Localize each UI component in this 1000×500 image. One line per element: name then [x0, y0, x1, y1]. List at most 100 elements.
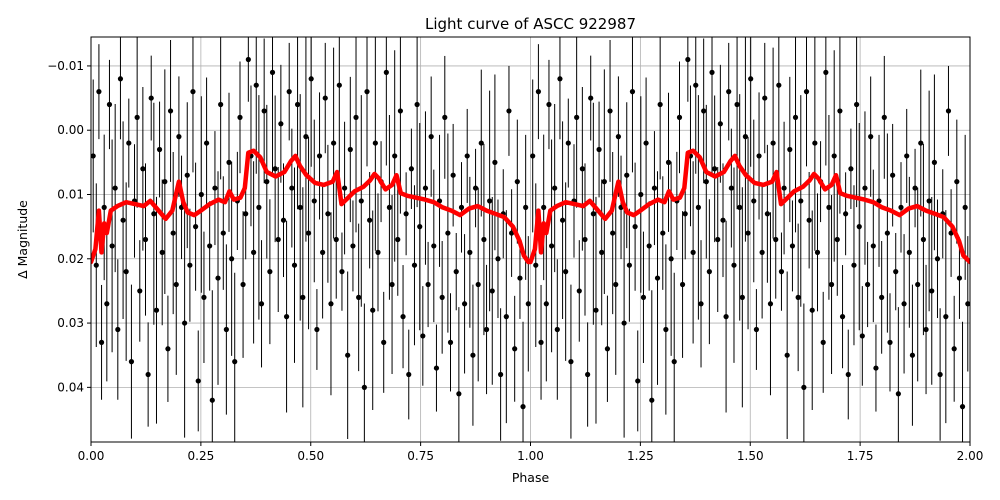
- data-point: [375, 249, 381, 255]
- data-point: [588, 95, 594, 101]
- data-point: [464, 153, 470, 159]
- data-point: [316, 153, 323, 159]
- data-point: [698, 301, 704, 307]
- data-point: [414, 101, 420, 108]
- data-point: [828, 281, 835, 288]
- data-point: [475, 281, 481, 288]
- data-point: [590, 211, 596, 217]
- data-point: [173, 281, 179, 288]
- data-point: [483, 326, 490, 333]
- data-point: [289, 185, 295, 191]
- y-tick-label: 0.00: [57, 123, 84, 137]
- data-point: [498, 371, 504, 378]
- data-point: [920, 236, 927, 243]
- data-point: [649, 397, 655, 403]
- data-point: [286, 89, 292, 95]
- data-point: [543, 301, 549, 307]
- data-point: [923, 326, 929, 333]
- data-point: [275, 236, 281, 243]
- y-tick-label: 0.01: [57, 188, 84, 202]
- data-point: [517, 275, 523, 281]
- data-point: [220, 230, 226, 236]
- data-point: [671, 359, 677, 365]
- data-point: [934, 256, 941, 262]
- data-point: [223, 326, 229, 333]
- data-point: [182, 320, 188, 326]
- data-point: [593, 307, 599, 313]
- data-point: [453, 269, 459, 275]
- data-point: [258, 301, 265, 307]
- data-point: [311, 198, 317, 204]
- data-point: [333, 236, 339, 243]
- data-point: [695, 204, 701, 210]
- data-point: [778, 269, 785, 275]
- data-point: [520, 404, 526, 410]
- x-tick-label: 2.00: [957, 449, 984, 463]
- data-point: [937, 371, 943, 378]
- data-point: [148, 95, 154, 101]
- data-point: [433, 365, 440, 371]
- data-point: [759, 249, 765, 255]
- data-point: [703, 179, 709, 185]
- data-point: [884, 230, 890, 236]
- data-point: [557, 76, 563, 82]
- data-point: [870, 243, 876, 249]
- data-point: [356, 294, 362, 300]
- data-point: [848, 166, 854, 172]
- data-point: [715, 236, 721, 243]
- data-point: [554, 326, 560, 333]
- data-point: [187, 262, 193, 268]
- x-tick-label: 1.00: [517, 449, 544, 463]
- data-point: [151, 211, 157, 217]
- data-point: [331, 140, 337, 146]
- data-point: [229, 256, 235, 262]
- y-tick-label: −0.01: [47, 59, 84, 73]
- trend-line-layer: [88, 148, 973, 265]
- data-point: [781, 185, 787, 191]
- data-point: [523, 204, 529, 210]
- chart-title-overlay: Light curve of ASCC 922987: [425, 15, 636, 33]
- data-point: [854, 101, 860, 108]
- data-point: [167, 108, 174, 114]
- data-point: [706, 269, 712, 275]
- data-point: [283, 314, 290, 320]
- data-point: [887, 339, 893, 345]
- data-point: [456, 391, 462, 397]
- data-point: [904, 153, 910, 159]
- data-point: [245, 56, 251, 63]
- data-point: [267, 269, 273, 275]
- data-point: [943, 314, 949, 320]
- data-point: [190, 89, 196, 95]
- trend-line: [88, 148, 973, 265]
- data-point: [381, 339, 387, 345]
- data-point: [723, 314, 729, 320]
- data-point: [294, 101, 301, 108]
- data-point: [731, 262, 737, 268]
- data-point: [184, 172, 190, 178]
- y-tick-label: 0.04: [57, 380, 84, 394]
- data-point: [909, 352, 916, 358]
- data-point: [965, 301, 971, 307]
- data-point: [613, 281, 619, 288]
- data-point: [162, 179, 168, 185]
- data-point: [395, 236, 401, 243]
- data-point: [278, 121, 284, 127]
- data-point: [632, 224, 638, 230]
- data-point: [218, 101, 224, 108]
- data-point: [478, 140, 484, 146]
- data-point: [601, 179, 607, 185]
- data-point: [682, 211, 688, 217]
- data-point: [489, 288, 495, 294]
- data-point: [264, 179, 270, 185]
- data-point: [431, 243, 437, 249]
- data-point: [305, 230, 312, 236]
- data-point: [679, 281, 686, 288]
- data-point: [364, 89, 370, 95]
- data-point: [839, 314, 846, 320]
- data-point: [195, 378, 201, 384]
- data-point: [657, 101, 663, 108]
- data-point: [762, 95, 768, 101]
- x-axis-title: Phase: [512, 470, 550, 485]
- data-point: [739, 294, 745, 300]
- data-point: [823, 69, 829, 75]
